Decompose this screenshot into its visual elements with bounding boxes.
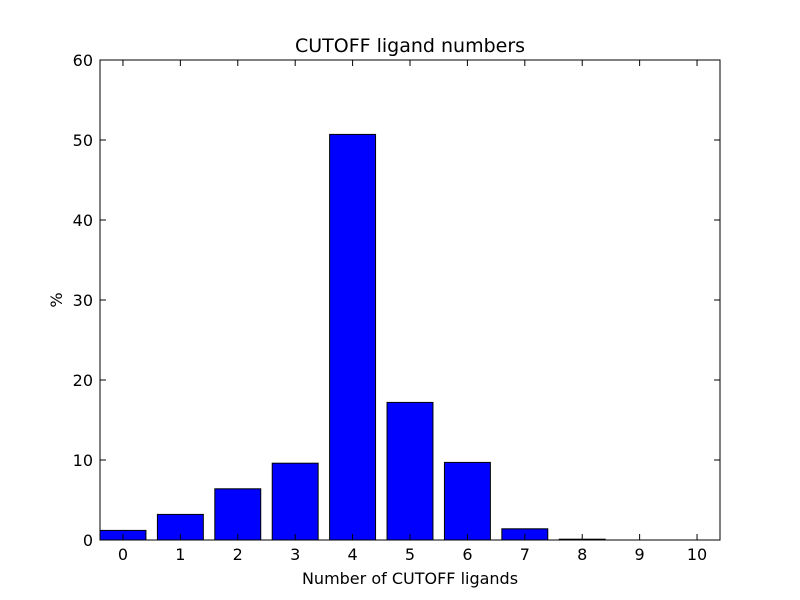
x-tick-label: 1 — [175, 545, 185, 564]
bar-6 — [443, 461, 491, 541]
bar-3 — [271, 462, 319, 541]
bar-2 — [214, 488, 262, 541]
bar-5 — [386, 401, 434, 541]
bars-layer — [99, 133, 606, 541]
y-tick-label: 10 — [73, 451, 93, 470]
x-axis-label: Number of CUTOFF ligands — [302, 569, 518, 588]
x-tick-label: 5 — [405, 545, 415, 564]
x-tick-label: 8 — [577, 545, 587, 564]
y-tick-label: 60 — [73, 51, 93, 70]
y-tick-label: 0 — [83, 531, 93, 550]
ticks-layer: 0 1 2 3 4 5 6 7 8 9 10 0 10 20 30 40 50 60 — [73, 51, 720, 564]
y-axis-label: % — [47, 292, 66, 307]
y-tick-label: 50 — [73, 131, 93, 150]
x-tick-label: 2 — [233, 545, 243, 564]
x-tick-label: 6 — [462, 545, 472, 564]
x-tick-label: 10 — [687, 545, 707, 564]
x-tick-label: 9 — [635, 545, 645, 564]
chart-title: CUTOFF ligand numbers — [295, 35, 525, 57]
x-tick-label: 4 — [347, 545, 357, 564]
y-tick-label: 30 — [73, 291, 93, 310]
y-tick-label: 20 — [73, 371, 93, 390]
bar-4 — [329, 133, 377, 541]
x-tick-label: 0 — [118, 545, 128, 564]
x-tick-label: 3 — [290, 545, 300, 564]
x-tick-label: 7 — [520, 545, 530, 564]
y-tick-label: 40 — [73, 211, 93, 230]
